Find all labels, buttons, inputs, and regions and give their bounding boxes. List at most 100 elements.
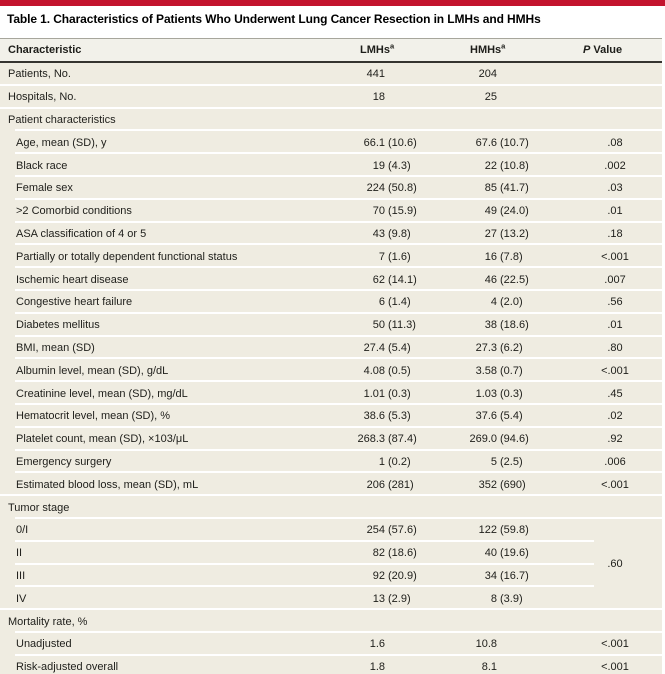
column-header-lmhs: LMHsa <box>340 41 450 56</box>
hmhs-value: 8 (3.9) <box>490 592 523 605</box>
row-separator <box>0 106 662 109</box>
row-label: Black race <box>16 159 68 172</box>
hmhs-value: 122 (59.8) <box>478 524 529 537</box>
p-value: .007 <box>604 273 626 286</box>
table-row: Platelet count, mean (SD), ×103/μL 268.3(… <box>0 427 662 451</box>
lmhs-value: 1.01 (0.3) <box>363 387 411 400</box>
lmhs-value: 66.1 (10.6) <box>363 136 417 149</box>
row-separator <box>15 425 662 428</box>
row-label: Tumor stage <box>8 501 70 514</box>
row-separator <box>15 288 662 291</box>
hmhs-value: 204 <box>478 68 497 81</box>
p-value: .02 <box>607 410 623 423</box>
row-separator <box>15 334 662 337</box>
lmhs-value: 18 <box>372 91 385 104</box>
table-row: IV 13 (2.9) 8 (3.9) <box>0 587 662 611</box>
table-row: Congestive heart failure 6 (1.4) 4 (2.0) .56 <box>0 290 662 314</box>
row-label: Hospitals, No. <box>8 91 77 104</box>
header-divider <box>0 61 662 63</box>
p-value: .92 <box>607 433 623 446</box>
hmhs-value: 5 (2.5) <box>490 455 523 468</box>
row-separator <box>15 448 662 451</box>
row-separator <box>15 311 662 314</box>
lmhs-value: 50 (11.3) <box>372 319 416 332</box>
row-label: Mortality rate, % <box>8 615 88 628</box>
row-separator <box>15 471 662 474</box>
lmhs-value: 62 (14.1) <box>372 273 417 286</box>
hmhs-value: 27 (13.2) <box>484 227 529 240</box>
p-value: .002 <box>604 159 626 172</box>
lmhs-value: 254 (57.6) <box>366 524 417 537</box>
lmhs-value: 206 (281) <box>366 478 414 491</box>
lmhs-value: 441 <box>366 68 385 81</box>
hmhs-value: 37.6 (5.4) <box>475 410 523 423</box>
row-label: Patient characteristics <box>8 113 116 126</box>
lmhs-value: 43 (9.8) <box>372 227 411 240</box>
row-label: IV <box>16 592 27 605</box>
row-label: Emergency surgery <box>16 455 112 468</box>
table-row: Estimated blood loss, mean (SD), mL 206 (2… <box>0 473 662 497</box>
table-row: Risk-adjusted overall 1.8 8.1 <.001 <box>0 655 662 674</box>
p-value: .08 <box>607 136 623 149</box>
column-header-characteristic: Characteristic <box>8 44 82 56</box>
lmhs-value: 27.4 (5.4) <box>363 341 411 354</box>
row-separator <box>15 220 662 223</box>
table-row: ASA classification of 4 or 5 43 (9.8) 27 (13… <box>0 222 662 246</box>
hmhs-value: 269.0 (94.6) <box>469 433 529 446</box>
row-separator <box>15 380 662 383</box>
row-label: Ischemic heart disease <box>16 273 129 286</box>
table-body: Patients, No. 441 204 Hospitals, No. 18 25 Pat… <box>0 63 662 674</box>
footnote-a-marker: a <box>389 41 395 51</box>
section-row: Mortality rate, % <box>0 610 662 633</box>
table-row: BMI, mean (SD) 27.4 (5.4) 27.3 (6.2) .80 <box>0 336 662 360</box>
column-header-hmhs-label: HMHs <box>470 44 502 56</box>
lmhs-value: 268.3 (87.4) <box>357 433 417 446</box>
row-label: Risk-adjusted overall <box>16 661 119 674</box>
row-label: Unadjusted <box>16 638 72 651</box>
column-header-pvalue-label: Value <box>593 44 623 56</box>
hmhs-value: 34 (16.7) <box>484 569 529 582</box>
row-separator <box>0 608 662 611</box>
row-label: Estimated blood loss, mean (SD), mL <box>16 478 199 491</box>
table-row: Emergency surgery 1 (0.2) 5 (2.5) .006 <box>0 450 662 474</box>
footnote-a-marker: a <box>501 41 506 51</box>
table-row: Diabetes mellitus 50 (11.3) 38 (18.6) .01 <box>0 313 662 337</box>
row-label: Age, mean (SD), y <box>16 136 107 149</box>
row-label: BMI, mean (SD) <box>16 341 95 354</box>
row-separator <box>15 197 662 200</box>
row-label: Platelet count, mean (SD), ×103/μL <box>16 433 189 446</box>
row-label: 0/I <box>16 524 29 537</box>
hmhs-value: 46 (22.5) <box>484 273 529 286</box>
lmhs-value: 224 (50.8) <box>366 182 417 195</box>
hmhs-value: 4 (2.0) <box>490 296 523 309</box>
hmhs-value: 38 (18.6) <box>484 319 529 332</box>
hmhs-value: 25 <box>484 91 497 104</box>
row-separator <box>15 516 662 519</box>
row-label: II <box>16 547 23 560</box>
column-header-lmhs-label: LMHs <box>360 44 390 56</box>
table-row: Female sex 224 (50.8) 85 (41.7) .03 <box>0 176 662 200</box>
table-row: Creatinine level, mean (SD), mg/dL 1.01 (0… <box>0 382 662 405</box>
p-value: .18 <box>607 227 623 240</box>
row-label: Congestive heart failure <box>16 296 133 309</box>
hmhs-value: 67.6 (10.7) <box>475 136 529 149</box>
row-label: Partially or totally dependent functiona… <box>16 250 238 263</box>
lmhs-value: 92 (20.9) <box>372 569 417 582</box>
row-separator <box>15 357 662 360</box>
row-separator <box>15 562 594 565</box>
lmhs-value: 6 (1.4) <box>378 296 411 309</box>
p-value: .45 <box>607 387 623 400</box>
table-row: >2 Comorbid conditions 70 (15.9) 49 (24.0) .0… <box>0 199 662 223</box>
table-row: Black race 19 (4.3) 22 (10.8) .002 <box>0 154 662 177</box>
lmhs-value: 38.6 (5.3) <box>363 410 411 423</box>
row-separator <box>15 174 662 177</box>
lmhs-value: 1.6 <box>369 638 385 651</box>
row-separator <box>15 585 594 588</box>
row-separator <box>0 83 662 86</box>
lmhs-value: 82 (18.6) <box>372 547 417 560</box>
table-header-row: Characteristic LMHsa HMHsa P Value <box>0 39 662 61</box>
hmhs-value: 27.3 (6.2) <box>475 341 523 354</box>
row-separator <box>15 402 662 405</box>
p-value: .56 <box>607 296 623 309</box>
